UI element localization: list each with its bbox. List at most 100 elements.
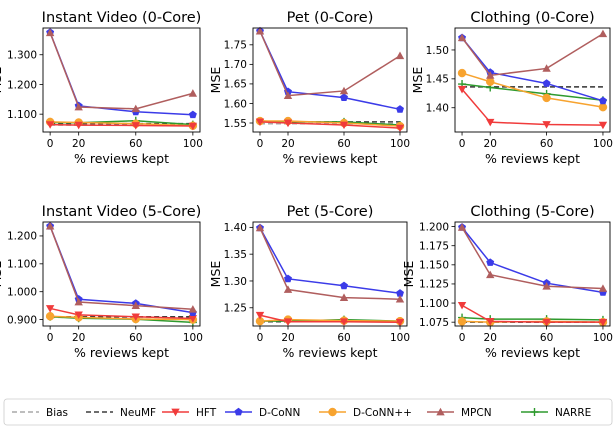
series-line-d-conn [259, 318, 401, 322]
series-line-mpcn [461, 226, 603, 290]
series-mpcn [45, 221, 198, 313]
subplot-title: Instant Video (0-Core) [42, 10, 202, 26]
data-point-d-conn [485, 77, 495, 86]
legend-label: D-CoNN++ [353, 407, 412, 419]
data-point-mpcn [395, 51, 405, 60]
series-line-narre [461, 83, 604, 101]
data-point-d-conn [340, 281, 348, 290]
x-tick-label: 0 [47, 332, 54, 344]
x-axis-label: % reviews kept [485, 151, 580, 166]
data-point-hft [74, 311, 83, 320]
data-point-mpcn [131, 104, 140, 113]
data-point-d-conn [340, 93, 348, 101]
data-point-d-conn [396, 289, 404, 297]
x-tick-label: 20 [281, 332, 294, 344]
series-line-mpcn [259, 30, 401, 97]
data-point-hft [283, 318, 293, 326]
y-tick-label: 1.75 [224, 40, 247, 52]
y-tick-label: 1.45 [426, 74, 449, 86]
data-point-mpcn [486, 71, 495, 79]
series-d-conn [256, 223, 404, 297]
series-mpcn [457, 29, 608, 79]
y-tick-label: 1.000 [7, 287, 37, 299]
series-line-hft [461, 304, 603, 323]
y-tick-label: 1.100 [7, 109, 37, 121]
y-tick-label: 1.40 [426, 103, 449, 115]
series-d-conn [256, 26, 404, 113]
y-axis-label: MSE [208, 261, 223, 288]
subplot-instant-video-0-core: Instant Video (0-Core) 0 20 60 100 1.100 1.200… [0, 10, 203, 166]
data-point-mpcn [395, 294, 405, 303]
x-tick-label: 0 [459, 138, 466, 150]
data-point-hft [74, 121, 83, 130]
x-tick-label: 0 [47, 138, 54, 150]
data-point-hft [339, 121, 349, 130]
x-tick-label: 60 [540, 332, 553, 344]
y-tick-label: 1.30 [224, 276, 247, 288]
x-tick-label: 0 [257, 332, 264, 344]
subplot-clothing-5-core: Clothing (5-Core) 0 20 60 100 1.075 1.100 1.125… [401, 204, 613, 360]
x-tick-label: 100 [183, 138, 203, 150]
legend-label: D-CoNN [259, 407, 300, 419]
data-point-mpcn [74, 102, 83, 111]
x-tick-label: 20 [484, 138, 497, 150]
series-mpcn [255, 223, 405, 303]
series-line-d-conn [50, 121, 193, 127]
data-point-mpcn [255, 223, 265, 232]
x-axis-label: % reviews kept [283, 151, 378, 166]
subplot-title: Pet (5-Core) [287, 204, 374, 220]
data-point-mpcn [45, 28, 55, 37]
series-line-d-conn [49, 32, 193, 116]
series-mpcn [45, 28, 198, 113]
y-tick-label: 1.35 [224, 249, 247, 261]
data-point-hft [598, 318, 608, 327]
legend-entry-neumf: NeuMF [86, 407, 156, 419]
data-point-mpcn [45, 221, 55, 230]
y-tick-label: 1.075 [419, 317, 449, 329]
data-point-mpcn [339, 293, 349, 301]
data-point-hft [188, 315, 198, 323]
data-point-hft [255, 311, 265, 320]
y-tick-label: 1.200 [7, 79, 37, 91]
y-tick-label: 1.60 [224, 98, 247, 110]
series-line-mpcn [461, 33, 604, 77]
x-tick-label: 20 [281, 138, 294, 150]
subplot-clothing-0-core: Clothing (0-Core) 0 20 60 100 1.40 1.45 1.50 % r… [410, 10, 613, 166]
legend-entry-hft: HFT [162, 407, 217, 419]
legend-label: NeuMF [120, 407, 156, 419]
series-mpcn [457, 223, 608, 292]
series-line-hft [50, 123, 193, 127]
data-point-mpcn [255, 26, 265, 35]
legend-marker [234, 407, 243, 416]
data-point-hft [486, 118, 495, 127]
series-line-narre [462, 316, 603, 321]
legend-label: HFT [196, 407, 217, 419]
x-axis-label: % reviews kept [74, 151, 169, 166]
series-line-d-conn [259, 30, 401, 111]
series-line-mpcn [259, 227, 401, 300]
data-point-mpcn [283, 91, 293, 99]
x-tick-label: 100 [390, 332, 410, 344]
legend-marker [171, 408, 180, 417]
legend-marker [328, 407, 337, 417]
axes-frame [252, 221, 408, 327]
data-point-hft [339, 318, 349, 326]
x-tick-label: 100 [593, 138, 613, 150]
data-point-d-conn [396, 105, 404, 113]
series-line-hft [461, 88, 603, 126]
data-point-mpcn [188, 305, 198, 313]
axes-frame [42, 27, 201, 133]
series-line-d-conn [260, 120, 401, 127]
data-point-hft [457, 85, 467, 94]
data-point-mpcn [188, 89, 198, 97]
y-tick-label: 1.200 [419, 221, 449, 233]
data-point-hft [45, 305, 55, 313]
series-d-conn [255, 315, 405, 326]
data-point-mpcn [457, 33, 467, 42]
x-axis-label: % reviews kept [485, 345, 580, 360]
data-point-hft [542, 121, 551, 129]
y-tick-label: 1.55 [224, 118, 247, 130]
data-point-d-conn [45, 311, 55, 321]
data-point-mpcn [542, 282, 551, 290]
